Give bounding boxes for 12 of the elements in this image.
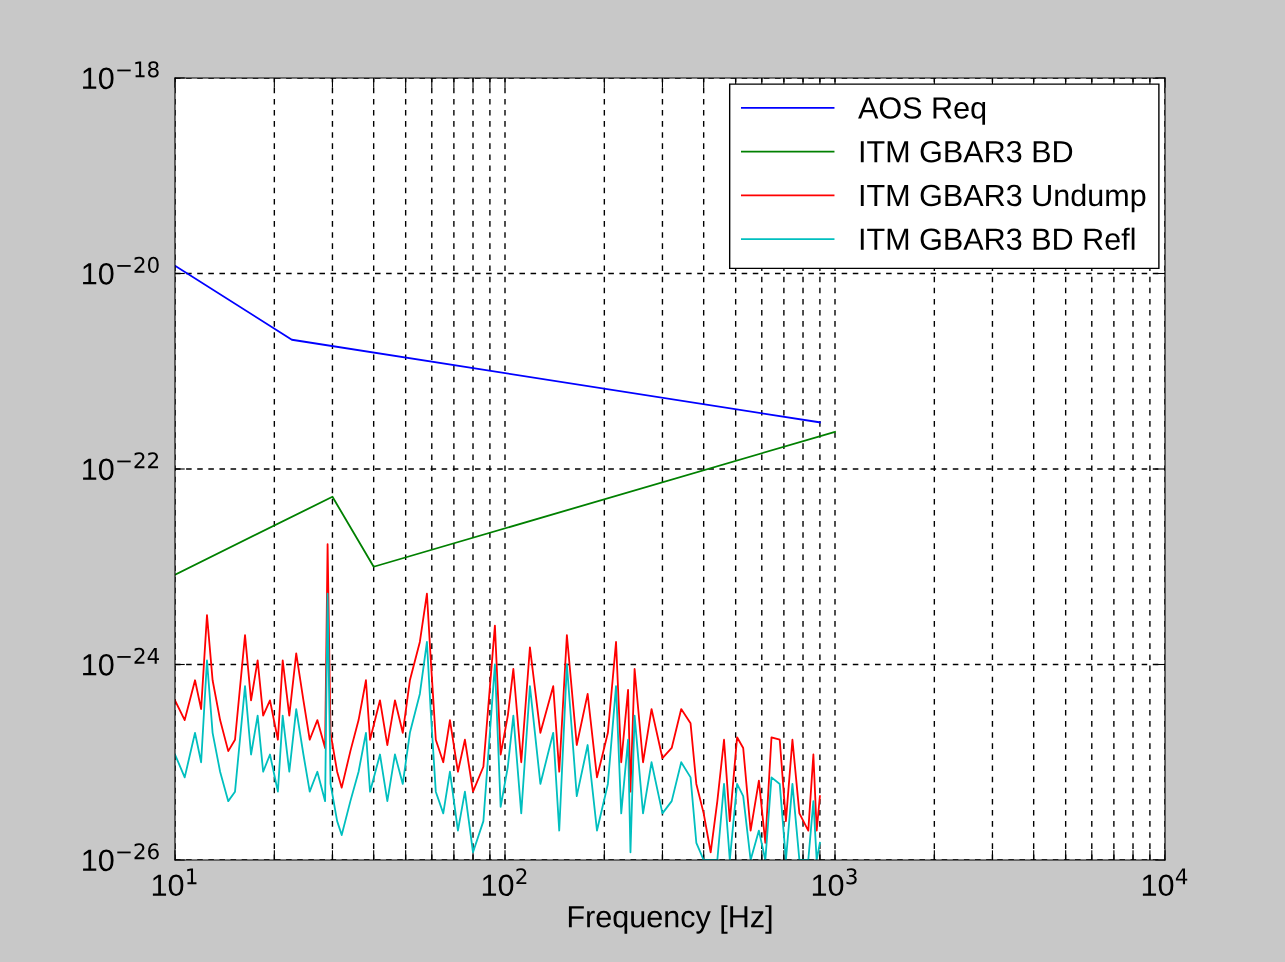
- y-tick-label: 10$^{−20}$: [83, 256, 159, 285]
- y-tick-label: 10$^{−18}$: [83, 61, 159, 90]
- x-tick-label: 10$^{3}$: [812, 868, 857, 897]
- x-tick-label: 10$^{2}$: [482, 868, 527, 897]
- legend-label: ITM GBAR3 BD Refl: [860, 227, 1135, 251]
- x-tick-label: 10$^{4}$: [1142, 868, 1188, 897]
- x-axis-title: Frequency [Hz]: [568, 905, 772, 934]
- y-tick-label: 10$^{−24}$: [83, 647, 159, 676]
- legend-label: AOS Req: [858, 97, 986, 125]
- legend-label: ITM GBAR3 Undump: [860, 183, 1146, 213]
- legend-label: ITM GBAR3 BD: [860, 140, 1073, 163]
- y-tick-label: 10$^{−22}$: [83, 452, 159, 481]
